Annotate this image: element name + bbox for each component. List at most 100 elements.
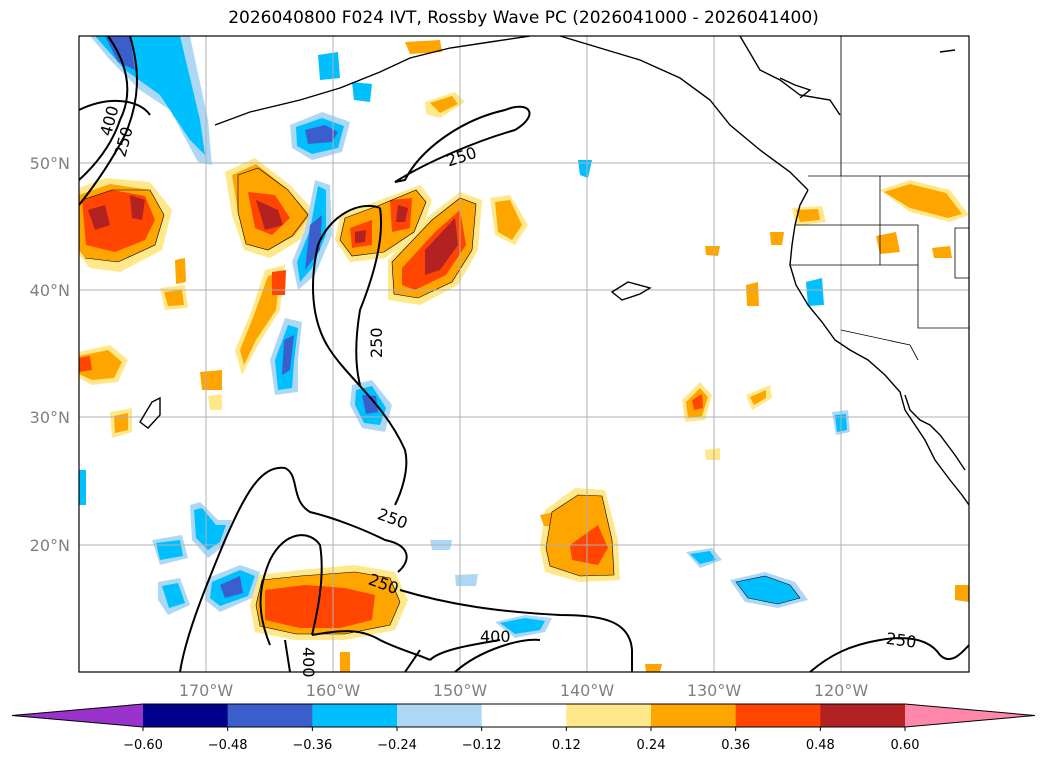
lon-label: 130°W (687, 681, 742, 700)
positive-anomaly-region (164, 290, 184, 306)
ivt-shading (79, 36, 969, 672)
positive-anomaly-region (355, 205, 408, 243)
negative-anomaly-region (282, 335, 294, 375)
positive-anomaly-region (175, 258, 186, 284)
positive-anomaly-region (770, 232, 784, 245)
lon-label: 140°W (560, 681, 615, 700)
negative-anomaly-region (318, 52, 340, 80)
negative-anomaly-region (455, 574, 478, 586)
colorbar-tick-label: 0.12 (552, 738, 581, 753)
lon-label: 120°W (814, 681, 869, 700)
colorbar-segment (651, 704, 737, 727)
colorbar-tick-label: −0.12 (462, 738, 502, 753)
positive-anomaly-region (645, 664, 662, 672)
positive-anomaly-region (692, 394, 703, 410)
anomaly-outline (545, 494, 615, 577)
colorbar-segment (227, 704, 313, 727)
border-line (840, 329, 919, 361)
contour-label: 400 (299, 647, 318, 678)
negative-anomaly-region (79, 470, 86, 505)
contour-line (454, 638, 541, 672)
negative-anomaly-region (305, 215, 322, 270)
contour-line (394, 105, 531, 183)
contour-label: 250 (885, 629, 918, 652)
contour-line (179, 466, 408, 672)
positive-anomaly-region (272, 270, 286, 295)
map-frame (78, 35, 970, 673)
positive-anomaly-region (955, 585, 969, 602)
positive-anomaly-region (884, 184, 962, 218)
positive-anomaly-region (240, 272, 280, 365)
positive-anomaly-region (540, 512, 558, 526)
colorbar-segment (312, 704, 398, 727)
colorbar-tick-label: 0.36 (721, 738, 750, 753)
contour-line (809, 637, 969, 672)
coastline-alaska (559, 36, 809, 191)
lat-label: 40°N (30, 281, 70, 300)
colorbar-tick-label: −0.36 (292, 738, 332, 753)
contour-line (355, 207, 383, 386)
border-line (795, 224, 919, 265)
colorbar-segment (820, 704, 906, 727)
coastline-bc (739, 36, 841, 116)
colorbar-segment (397, 704, 483, 727)
contour-line (79, 36, 129, 181)
positive-anomaly-region (79, 356, 92, 372)
border-line (954, 227, 969, 279)
border-line (917, 265, 969, 329)
negative-anomaly-region (578, 160, 592, 178)
negative-anomaly-region (352, 82, 372, 102)
colorbar-tick-label: −0.60 (123, 738, 163, 753)
colorbar: −0.60 −0.48 −0.36 −0.24 −0.12 0.12 0.24 0.36 0.4… (11, 703, 1036, 753)
negative-anomaly-region (194, 508, 226, 550)
coastline-island (610, 281, 652, 301)
anomaly-outline (391, 197, 477, 299)
colorbar-extend-low (12, 704, 143, 727)
positive-anomaly-region (750, 390, 766, 405)
lat-label: 30°N (30, 408, 70, 427)
contour-line (79, 99, 151, 116)
lon-label: 150°W (433, 681, 488, 700)
lat-label: 50°N (30, 154, 70, 173)
positive-anomaly-region (265, 585, 375, 628)
positive-anomaly-region (705, 246, 720, 256)
negative-anomaly-region (162, 583, 185, 608)
rossby-wave-contours (79, 36, 969, 672)
positive-anomaly-region (705, 448, 720, 460)
contour-line (311, 630, 431, 661)
negative-anomaly-region (95, 36, 205, 155)
positive-anomaly-region (256, 200, 283, 230)
positive-anomaly-region (932, 246, 952, 258)
anomaly-outline (255, 571, 401, 635)
map-area (79, 36, 969, 672)
negative-anomaly-region (220, 576, 243, 598)
lon-label: 170°W (179, 681, 234, 700)
colorbar-extend-high (905, 704, 1035, 727)
contour-labels: 400 250 250 250 250 250 400 400 250 (96, 104, 917, 678)
coastline-island (939, 49, 956, 53)
contour-line (312, 204, 408, 506)
coastline-us-west (789, 189, 969, 506)
lon-label: 160°W (306, 681, 361, 700)
anomaly-outline (735, 575, 801, 605)
contour-label: 250 (367, 327, 386, 358)
political-borders (790, 36, 969, 361)
colorbar-tick-label: 0.60 (891, 738, 920, 753)
contour-line (79, 36, 138, 206)
anomaly-outline (237, 167, 309, 251)
contour-label: 400 (480, 627, 511, 646)
negative-anomaly-region (690, 551, 716, 564)
anomaly-outline (81, 189, 165, 263)
colorbar-segment (735, 704, 821, 727)
contour-line (429, 639, 501, 661)
positive-anomaly-region (495, 200, 522, 240)
colorbar-segment (481, 704, 567, 727)
anomaly-outlines (81, 167, 801, 635)
coastline-island (779, 77, 812, 99)
positive-anomaly-region (88, 195, 145, 230)
positive-anomaly-region (114, 413, 128, 433)
colorbar-tick-label: −0.48 (208, 738, 248, 753)
positive-anomaly-region (340, 652, 350, 672)
contour-line (399, 589, 633, 672)
